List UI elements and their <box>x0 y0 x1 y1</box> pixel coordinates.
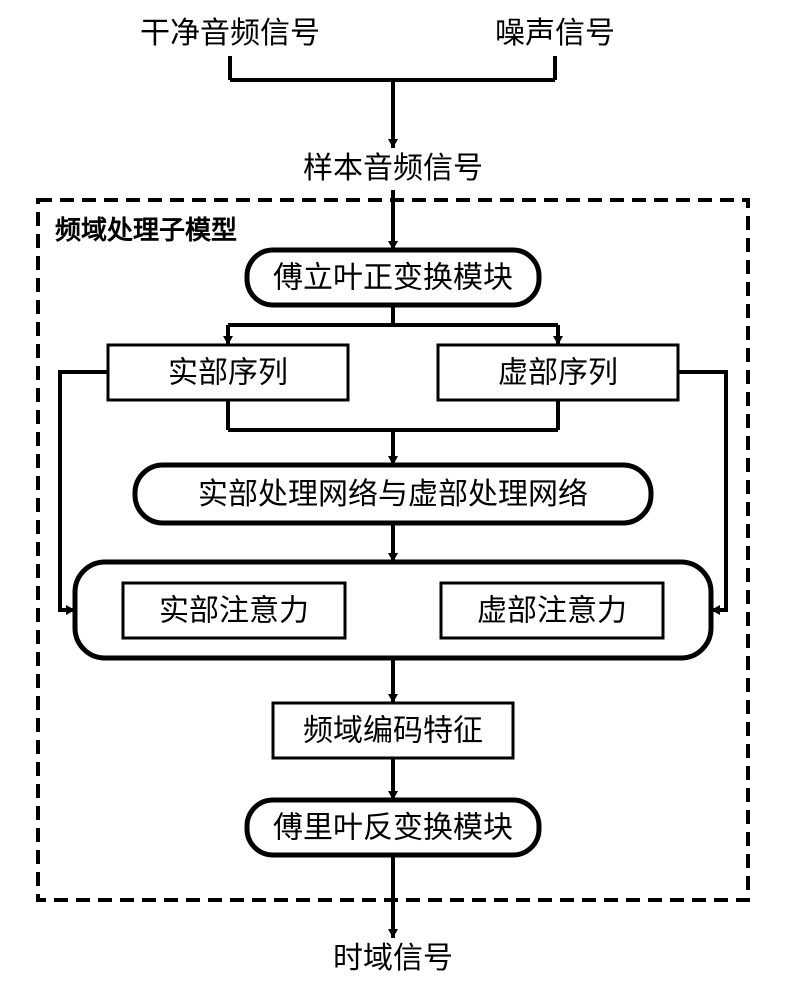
fft-label: 傅立叶正变换模块 <box>273 261 513 294</box>
real_attn-label: 实部注意力 <box>159 594 309 627</box>
real_seq-label: 实部序列 <box>168 356 288 389</box>
imag_seq-label: 虚部序列 <box>498 356 618 389</box>
sample-label: 样本音频信号 <box>303 152 483 185</box>
ifft-label: 傅里叶反变换模块 <box>273 811 513 844</box>
proc_net-label: 实部处理网络与虚部处理网络 <box>198 478 588 511</box>
input_left-label: 干净音频信号 <box>140 17 320 50</box>
output-label: 时域信号 <box>333 942 453 975</box>
imag_attn-label: 虚部注意力 <box>477 594 627 627</box>
input_right-label: 噪声信号 <box>495 17 615 50</box>
freq_feat-label: 频域编码特征 <box>303 714 483 747</box>
submodel-title: 频域处理子模型 <box>55 215 237 245</box>
diagram-canvas: 干净音频信号 噪声信号样本音频信号频域处理子模型傅立叶正变换模块实部序列 虚部序列实… <box>0 0 788 1000</box>
